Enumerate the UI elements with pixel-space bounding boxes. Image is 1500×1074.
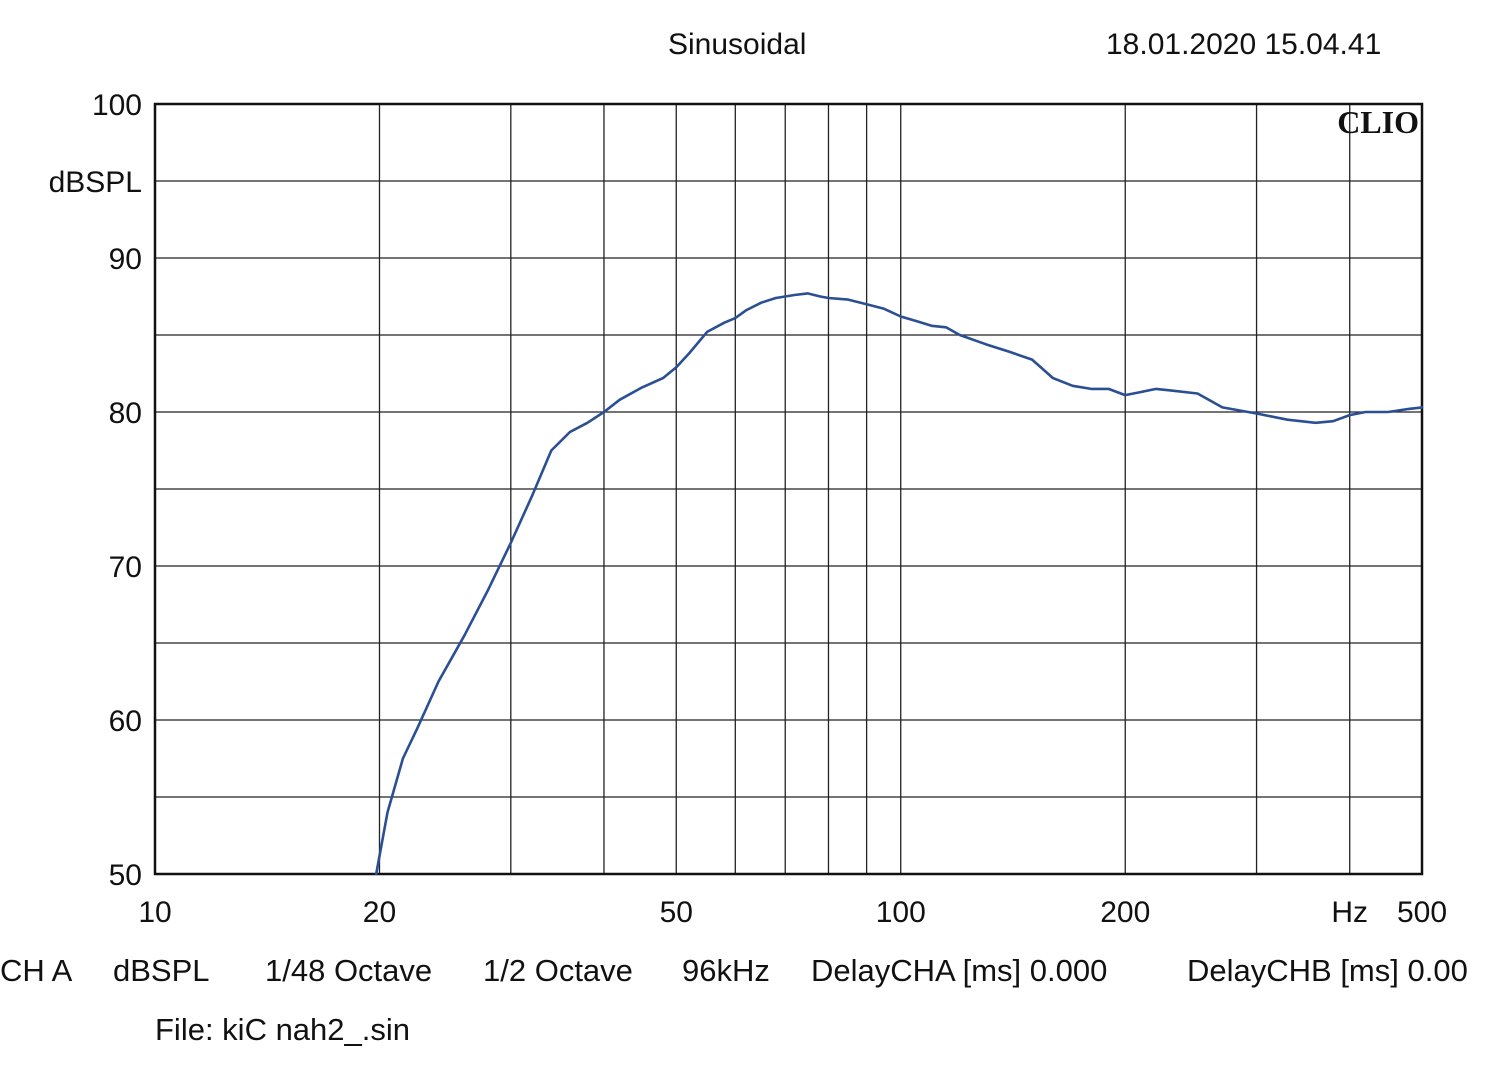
y-axis-unit-label: dBSPL: [49, 166, 142, 199]
channel-label: CH A: [0, 953, 73, 988]
clio-logo: CLIO: [1337, 104, 1419, 140]
x-tick-label: 10: [138, 896, 171, 929]
unit-label: dBSPL: [113, 953, 210, 988]
y-tick-label: 100: [92, 89, 142, 122]
smoothing-label: 1/2 Octave: [483, 953, 633, 988]
x-tick-label: 500: [1397, 896, 1447, 929]
delay-chb-label: DelayCHB [ms] 0.00: [1187, 953, 1468, 988]
y-tick-label: 70: [109, 551, 142, 584]
y-tick-label: 90: [109, 243, 142, 276]
spl-response-line: [374, 292, 1424, 876]
y-tick-label: 50: [109, 859, 142, 892]
x-tick-label: 50: [660, 896, 693, 929]
x-tick-label: 100: [876, 896, 926, 929]
x-tick-label: 20: [363, 896, 396, 929]
resolution-label: 1/48 Octave: [265, 953, 433, 988]
file-name: File: kiC nah2_.sin: [155, 1012, 411, 1047]
x-tick-label: 200: [1100, 896, 1150, 929]
delay-cha-label: DelayCHA [ms] 0.000: [811, 953, 1108, 988]
x-axis-unit-label: Hz: [1331, 896, 1368, 929]
y-tick-label: 60: [109, 705, 142, 738]
axis-ticks: 10 20 50 100 200 500 Hz 100 90 80 70 60 50 dBSPL: [49, 89, 1447, 929]
y-tick-label: 80: [109, 397, 142, 430]
measurement-timestamp: 18.01.2020 15.04.41: [1106, 28, 1382, 61]
sample-rate-label: 96kHz: [682, 953, 770, 988]
plot-frame: [153, 102, 1424, 876]
chart-grid: [155, 104, 1422, 874]
chart-series: [374, 292, 1424, 876]
chart-title: Sinusoidal: [668, 28, 807, 61]
